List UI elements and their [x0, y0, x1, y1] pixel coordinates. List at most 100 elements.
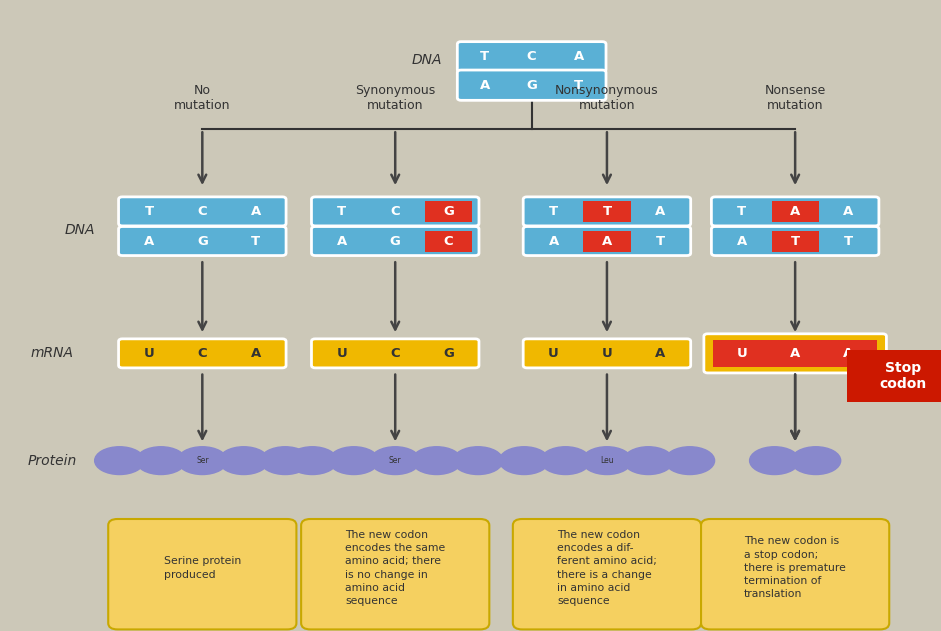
FancyBboxPatch shape [713, 340, 877, 367]
Text: A: A [655, 205, 665, 218]
Text: The new codon
encodes a dif-
ferent amino acid;
there is a change
in amino acid
: The new codon encodes a dif- ferent amin… [557, 530, 657, 606]
Text: C: C [198, 347, 207, 360]
Text: G: G [443, 347, 454, 360]
Text: T: T [574, 79, 583, 91]
Ellipse shape [288, 447, 337, 475]
Text: Ser: Ser [389, 456, 402, 465]
Text: The new codon is
a stop codon;
there is premature
termination of
translation: The new codon is a stop codon; there is … [744, 536, 846, 599]
FancyBboxPatch shape [311, 227, 479, 256]
Text: A: A [144, 235, 154, 247]
Text: T: T [337, 205, 346, 218]
FancyBboxPatch shape [711, 227, 879, 256]
Text: T: T [790, 235, 800, 247]
FancyBboxPatch shape [301, 519, 489, 630]
Ellipse shape [500, 447, 549, 475]
FancyBboxPatch shape [523, 339, 691, 368]
Text: A: A [250, 205, 261, 218]
Text: Leu: Leu [600, 456, 614, 465]
Ellipse shape [582, 447, 631, 475]
Ellipse shape [178, 447, 227, 475]
Text: T: T [480, 50, 489, 63]
Ellipse shape [665, 447, 714, 475]
Text: C: C [391, 347, 400, 360]
FancyBboxPatch shape [523, 197, 691, 226]
Ellipse shape [750, 447, 799, 475]
FancyBboxPatch shape [711, 197, 879, 226]
Text: A: A [549, 235, 559, 247]
FancyBboxPatch shape [847, 350, 941, 402]
Text: A: A [480, 79, 489, 91]
Ellipse shape [541, 447, 590, 475]
FancyBboxPatch shape [457, 42, 606, 72]
Text: T: T [737, 205, 746, 218]
Ellipse shape [412, 447, 461, 475]
Text: A: A [843, 205, 853, 218]
Text: No
mutation: No mutation [174, 84, 231, 112]
Text: mRNA: mRNA [30, 346, 73, 360]
Text: A: A [790, 347, 800, 360]
Text: U: U [601, 347, 613, 360]
FancyBboxPatch shape [119, 339, 286, 368]
Text: C: C [198, 205, 207, 218]
Text: T: T [144, 205, 153, 218]
Text: C: C [444, 235, 454, 247]
Text: Stop
codon: Stop codon [880, 361, 927, 391]
FancyBboxPatch shape [457, 70, 606, 100]
Text: A: A [337, 235, 347, 247]
Text: A: A [737, 235, 747, 247]
Text: T: T [844, 235, 853, 247]
FancyBboxPatch shape [513, 519, 701, 630]
Text: A: A [655, 347, 665, 360]
Text: C: C [527, 50, 536, 63]
Text: Nonsynonymous
mutation: Nonsynonymous mutation [555, 84, 659, 112]
Text: Serine protein
produced: Serine protein produced [164, 557, 241, 579]
Ellipse shape [136, 447, 185, 475]
Text: T: T [602, 205, 612, 218]
Text: G: G [443, 205, 454, 218]
Text: Synonymous
mutation: Synonymous mutation [355, 84, 436, 112]
Text: Ser: Ser [196, 456, 209, 465]
Ellipse shape [95, 447, 144, 475]
FancyBboxPatch shape [583, 230, 630, 252]
Text: G: G [197, 235, 208, 247]
Text: T: T [549, 205, 558, 218]
Text: G: G [390, 235, 401, 247]
Text: A: A [790, 205, 800, 218]
Text: G: G [526, 79, 537, 91]
FancyBboxPatch shape [119, 197, 286, 226]
FancyBboxPatch shape [119, 227, 286, 256]
Text: Nonsense
mutation: Nonsense mutation [764, 84, 826, 112]
Text: A: A [250, 347, 261, 360]
Text: U: U [737, 347, 747, 360]
Ellipse shape [624, 447, 673, 475]
FancyBboxPatch shape [425, 201, 472, 222]
Text: The new codon
encodes the same
amino acid; there
is no change in
amino acid
sequ: The new codon encodes the same amino aci… [345, 530, 445, 606]
FancyBboxPatch shape [311, 197, 479, 226]
Text: T: T [656, 235, 665, 247]
Text: U: U [144, 347, 154, 360]
Text: DNA: DNA [65, 223, 95, 237]
Ellipse shape [219, 447, 268, 475]
Ellipse shape [791, 447, 840, 475]
Text: A: A [843, 347, 853, 360]
FancyBboxPatch shape [108, 519, 296, 630]
Text: A: A [602, 235, 612, 247]
FancyBboxPatch shape [523, 227, 691, 256]
Text: T: T [251, 235, 261, 247]
Ellipse shape [454, 447, 502, 475]
FancyBboxPatch shape [772, 201, 819, 222]
Text: A: A [574, 50, 583, 63]
Text: C: C [391, 205, 400, 218]
Ellipse shape [261, 447, 310, 475]
Text: Protein: Protein [27, 454, 76, 468]
FancyBboxPatch shape [701, 519, 889, 630]
Text: U: U [549, 347, 559, 360]
FancyBboxPatch shape [583, 201, 630, 222]
Ellipse shape [371, 447, 420, 475]
Ellipse shape [329, 447, 378, 475]
Text: U: U [337, 347, 347, 360]
FancyBboxPatch shape [425, 230, 472, 252]
FancyBboxPatch shape [704, 334, 886, 373]
FancyBboxPatch shape [772, 230, 819, 252]
Text: DNA: DNA [412, 53, 442, 67]
